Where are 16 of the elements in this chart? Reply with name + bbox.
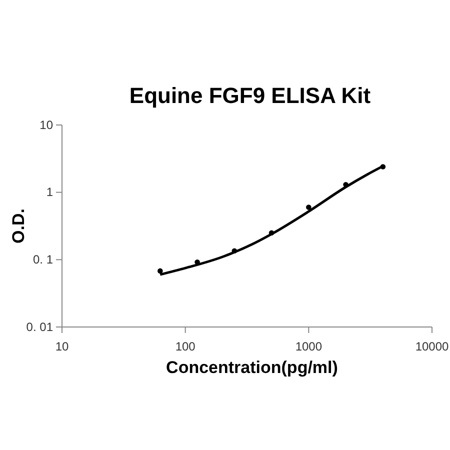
- x-tick-label: 1000: [295, 339, 322, 354]
- y-tick-label: 1: [46, 185, 54, 200]
- point: [268, 230, 274, 236]
- y-tick-label: 10: [40, 118, 54, 132]
- y-tick-label: 0. 1: [32, 252, 54, 267]
- x-axis-title: Concentration(pg/ml): [166, 358, 338, 377]
- x-tick-label: 10000: [415, 339, 450, 354]
- y-axis-title: O.D.: [9, 208, 28, 244]
- point: [380, 164, 386, 170]
- point: [158, 268, 163, 274]
- x-tick-label: 100: [175, 339, 196, 354]
- x-tick-label: 10: [55, 339, 69, 354]
- point: [306, 204, 312, 210]
- point: [232, 248, 238, 254]
- y-tick-label: 0. 01: [26, 320, 54, 334]
- chart-title: Equine FGF9 ELISA Kit: [129, 83, 372, 108]
